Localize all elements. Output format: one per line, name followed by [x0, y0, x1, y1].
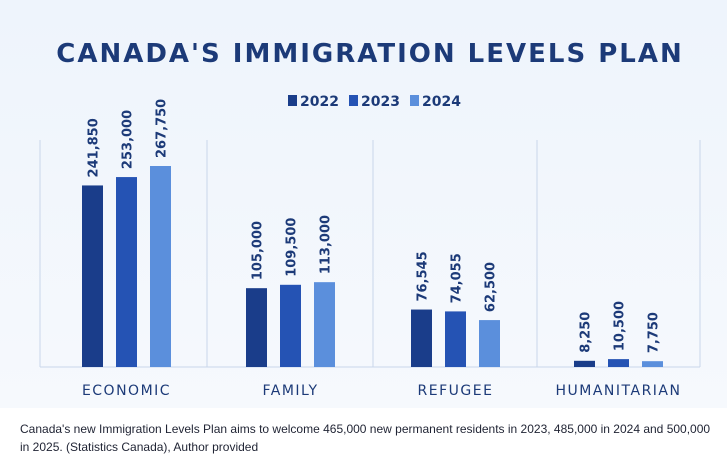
chart-title: CANADA'S IMMIGRATION LEVELS PLAN — [56, 39, 683, 69]
value-label-family-2023: 109,500 — [285, 218, 300, 277]
bar-economic-2024 — [150, 166, 171, 367]
bar-refugee-2022 — [411, 309, 432, 367]
bar-humanitarian-2022 — [574, 360, 595, 367]
legend-swatch-2024 — [410, 95, 419, 106]
value-label-refugee-2022: 76,545 — [416, 251, 431, 301]
category-label-economic: ECONOMIC — [82, 383, 171, 399]
value-label-economic-2022: 241,850 — [87, 118, 102, 177]
bars — [82, 166, 663, 367]
legend-label-2022: 2022 — [300, 94, 339, 110]
value-label-refugee-2024: 62,500 — [484, 262, 499, 312]
bar-economic-2022 — [82, 185, 103, 367]
chart-panel: CANADA'S IMMIGRATION LEVELS PLAN 2022 202… — [0, 0, 727, 408]
bar-family-2024 — [314, 282, 335, 367]
value-label-humanitarian-2022: 8,250 — [579, 312, 594, 353]
legend-swatch-2022 — [288, 95, 297, 106]
bar-refugee-2023 — [445, 311, 466, 367]
legend-label-2023: 2023 — [361, 94, 400, 110]
bar-humanitarian-2023 — [608, 359, 629, 367]
value-label-refugee-2023: 74,055 — [450, 253, 465, 303]
value-label-family-2022: 105,000 — [251, 221, 266, 280]
value-label-family-2024: 113,000 — [319, 215, 334, 274]
category-separators — [39, 140, 701, 368]
bar-humanitarian-2024 — [642, 361, 663, 367]
category-labels: ECONOMIC FAMILY REFUGEE HUMANITARIAN — [82, 383, 682, 399]
value-label-economic-2023: 253,000 — [121, 110, 136, 169]
value-label-humanitarian-2024: 7,750 — [647, 312, 662, 353]
bar-family-2022 — [246, 288, 267, 367]
value-label-economic-2024: 267,750 — [155, 99, 170, 158]
chart-svg: CANADA'S IMMIGRATION LEVELS PLAN 2022 202… — [39, 39, 701, 399]
category-label-humanitarian: HUMANITARIAN — [556, 383, 682, 399]
category-label-refugee: REFUGEE — [418, 383, 494, 399]
legend-swatch-2023 — [349, 95, 358, 106]
legend-label-2024: 2024 — [422, 94, 461, 110]
bar-economic-2023 — [116, 177, 137, 367]
bar-refugee-2024 — [479, 320, 500, 367]
figure-caption: Canada's new Immigration Levels Plan aim… — [20, 422, 711, 454]
category-label-family: FAMILY — [262, 383, 318, 399]
legend: 2022 2023 2024 — [288, 94, 461, 110]
value-labels: 241,850 253,000 267,750 105,000 109,500 113,0… — [87, 99, 662, 353]
bar-family-2023 — [280, 284, 301, 367]
value-label-humanitarian-2023: 10,500 — [613, 301, 628, 351]
